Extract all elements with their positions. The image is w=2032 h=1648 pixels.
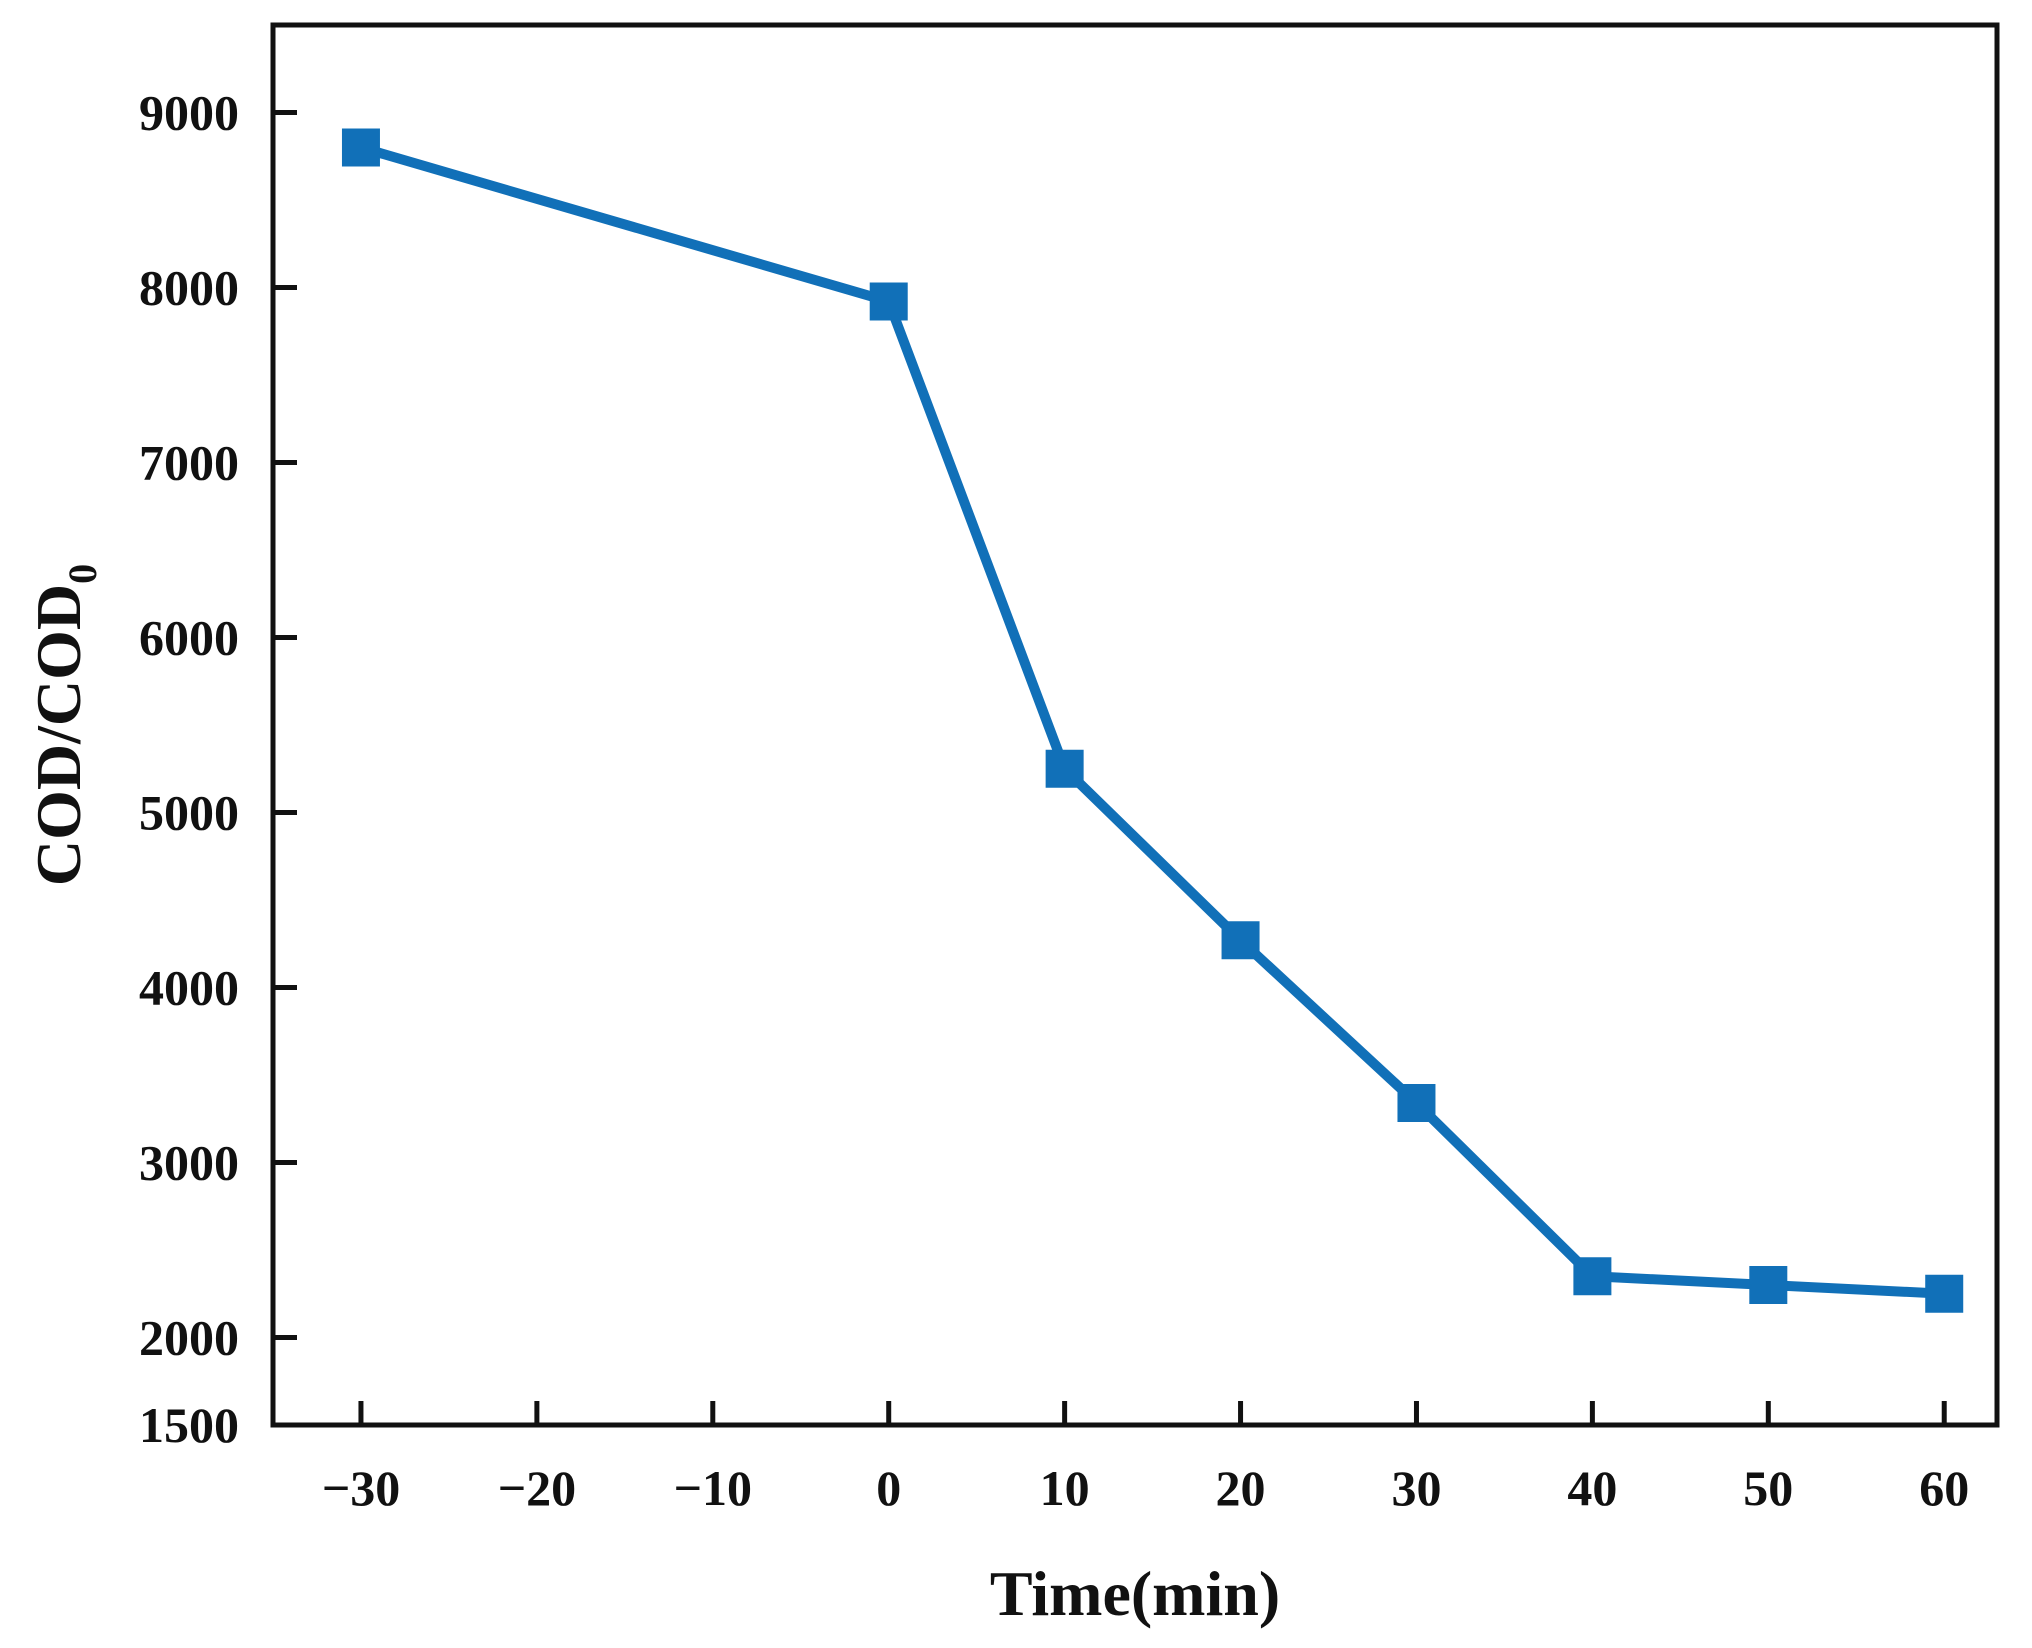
x-tick-label: −10	[674, 1460, 753, 1516]
y-axis-title-main: COD/COD	[23, 584, 94, 886]
x-tick-label: −20	[498, 1460, 577, 1516]
tick-labels: −30 −20 −10 0 10 20 30 40 50 60 1500 2000 3000 4000 50…	[139, 85, 1969, 1517]
x-tick-label: 40	[1567, 1460, 1617, 1516]
data-point-marker	[1397, 1084, 1436, 1122]
y-axis-title: COD/COD0	[23, 564, 105, 886]
y-tick-label: 2000	[139, 1310, 239, 1366]
y-tick-label: 9000	[139, 85, 239, 141]
x-tick-label: 0	[876, 1460, 901, 1516]
data-point-marker	[1749, 1266, 1788, 1304]
data-point-marker	[1573, 1257, 1612, 1296]
x-tick-label: 50	[1743, 1460, 1793, 1516]
data-point-marker	[1221, 921, 1260, 960]
y-tick-label: 4000	[139, 960, 239, 1016]
x-tick-label: 60	[1919, 1460, 1969, 1516]
data-point-marker	[341, 128, 380, 167]
data-point-marker	[1925, 1274, 1964, 1313]
x-tick-label: 20	[1216, 1460, 1266, 1516]
x-tick-label: 30	[1391, 1460, 1441, 1516]
data-point-marker	[1045, 749, 1084, 788]
series-line	[359, 142, 1945, 1299]
x-tick-label: −30	[322, 1460, 401, 1516]
y-tick-label: 7000	[139, 435, 239, 491]
y-tick-label: 5000	[139, 785, 239, 841]
y-axis-title-subscript: 0	[60, 564, 105, 584]
y-tick-label: 3000	[139, 1135, 239, 1191]
x-axis-title: Time(min)	[990, 1558, 1280, 1629]
y-tick-label: 6000	[139, 610, 239, 666]
data-point-marker	[869, 282, 908, 321]
plot-frame	[270, 22, 2000, 1428]
series-layer	[341, 128, 1964, 1313]
axis-ticks	[273, 110, 1947, 1425]
y-tick-label: 1500	[139, 1397, 239, 1453]
y-tick-label: 8000	[139, 260, 239, 316]
x-tick-label: 10	[1040, 1460, 1090, 1516]
